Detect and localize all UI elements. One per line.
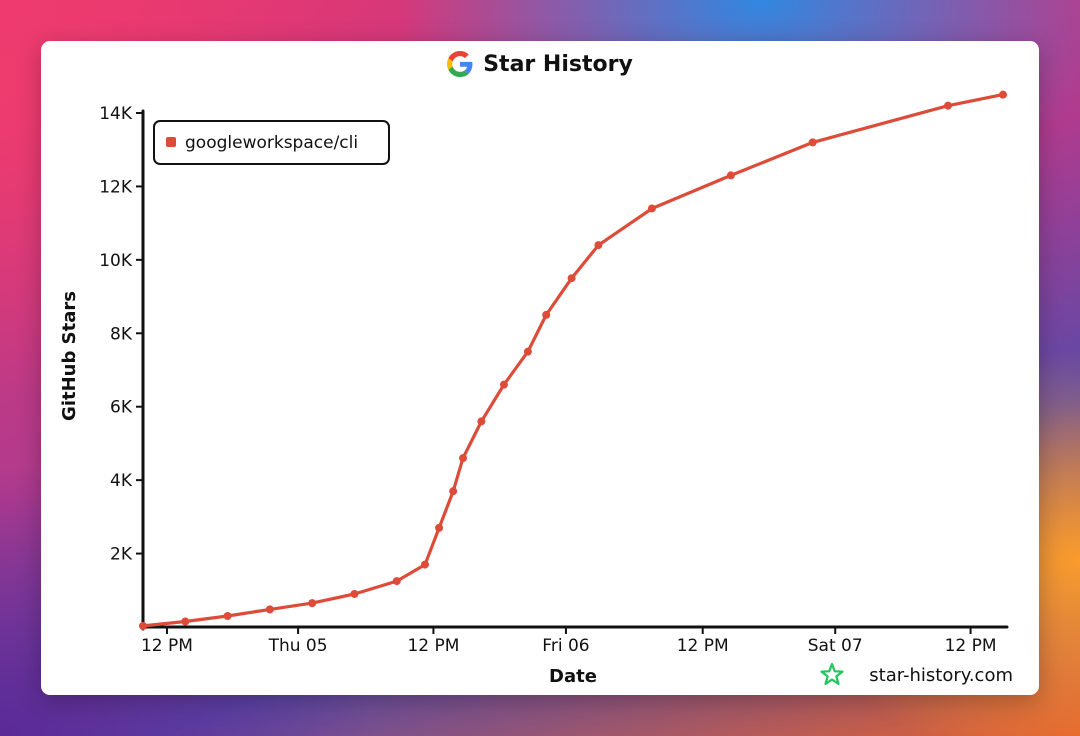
data-point [477, 417, 486, 426]
data-point [523, 347, 532, 356]
data-point [542, 310, 551, 319]
star-icon [820, 662, 844, 686]
line-chart: 2K 4K 6K 8K 10K 12K 14K 12 PM Thu 05 12 PM Fri 06 1… [59, 90, 1013, 687]
x-tick-label: 12 PM [945, 636, 997, 656]
data-point [459, 454, 468, 463]
data-point [567, 274, 576, 283]
data-point [594, 241, 603, 250]
data-point [944, 101, 953, 110]
data-point [392, 577, 401, 586]
chart-card: Star History 2K 4K 6K 8K 10K 12K 14K 12 PM Thu 0… [41, 41, 1039, 695]
y-tick-label: 10K [99, 251, 133, 271]
legend-box [153, 120, 390, 165]
data-point [139, 621, 147, 630]
data-point [181, 617, 190, 626]
data-point [499, 380, 508, 389]
data-point [265, 605, 274, 614]
legend-label: googleworkspace/cli [185, 133, 358, 153]
data-point [808, 138, 817, 147]
x-tick-label: Fri 06 [542, 636, 589, 656]
series-line [141, 93, 1005, 628]
data-point [350, 589, 359, 598]
x-tick-label: Sat 07 [808, 636, 863, 656]
x-axis-title: Date [549, 666, 597, 687]
data-point [435, 523, 444, 532]
legend-swatch [166, 137, 176, 147]
data-point [449, 487, 458, 496]
x-tick-label: 12 PM [407, 636, 459, 656]
google-logo-icon [447, 51, 473, 77]
data-point [308, 599, 317, 608]
data-point [223, 611, 232, 620]
y-tick-label: 4K [110, 471, 133, 491]
data-point [420, 560, 429, 569]
data-point [726, 171, 735, 180]
y-tick-label: 2K [110, 545, 133, 565]
data-point [647, 204, 656, 213]
chart-title: Star History [483, 51, 633, 77]
chart-header: Star History [41, 49, 1039, 79]
y-tick-label: 12K [99, 177, 133, 197]
y-axis-title: GitHub Stars [59, 291, 80, 421]
data-point [999, 90, 1007, 99]
watermark-text: star-history.com [869, 665, 1013, 686]
y-tick-label: 6K [110, 398, 133, 418]
x-tick-label: 12 PM [677, 636, 729, 656]
x-tick-label: 12 PM [141, 636, 193, 656]
y-tick-label: 14K [99, 104, 133, 124]
y-tick-label: 8K [110, 324, 133, 344]
x-tick-label: Thu 05 [268, 636, 328, 656]
